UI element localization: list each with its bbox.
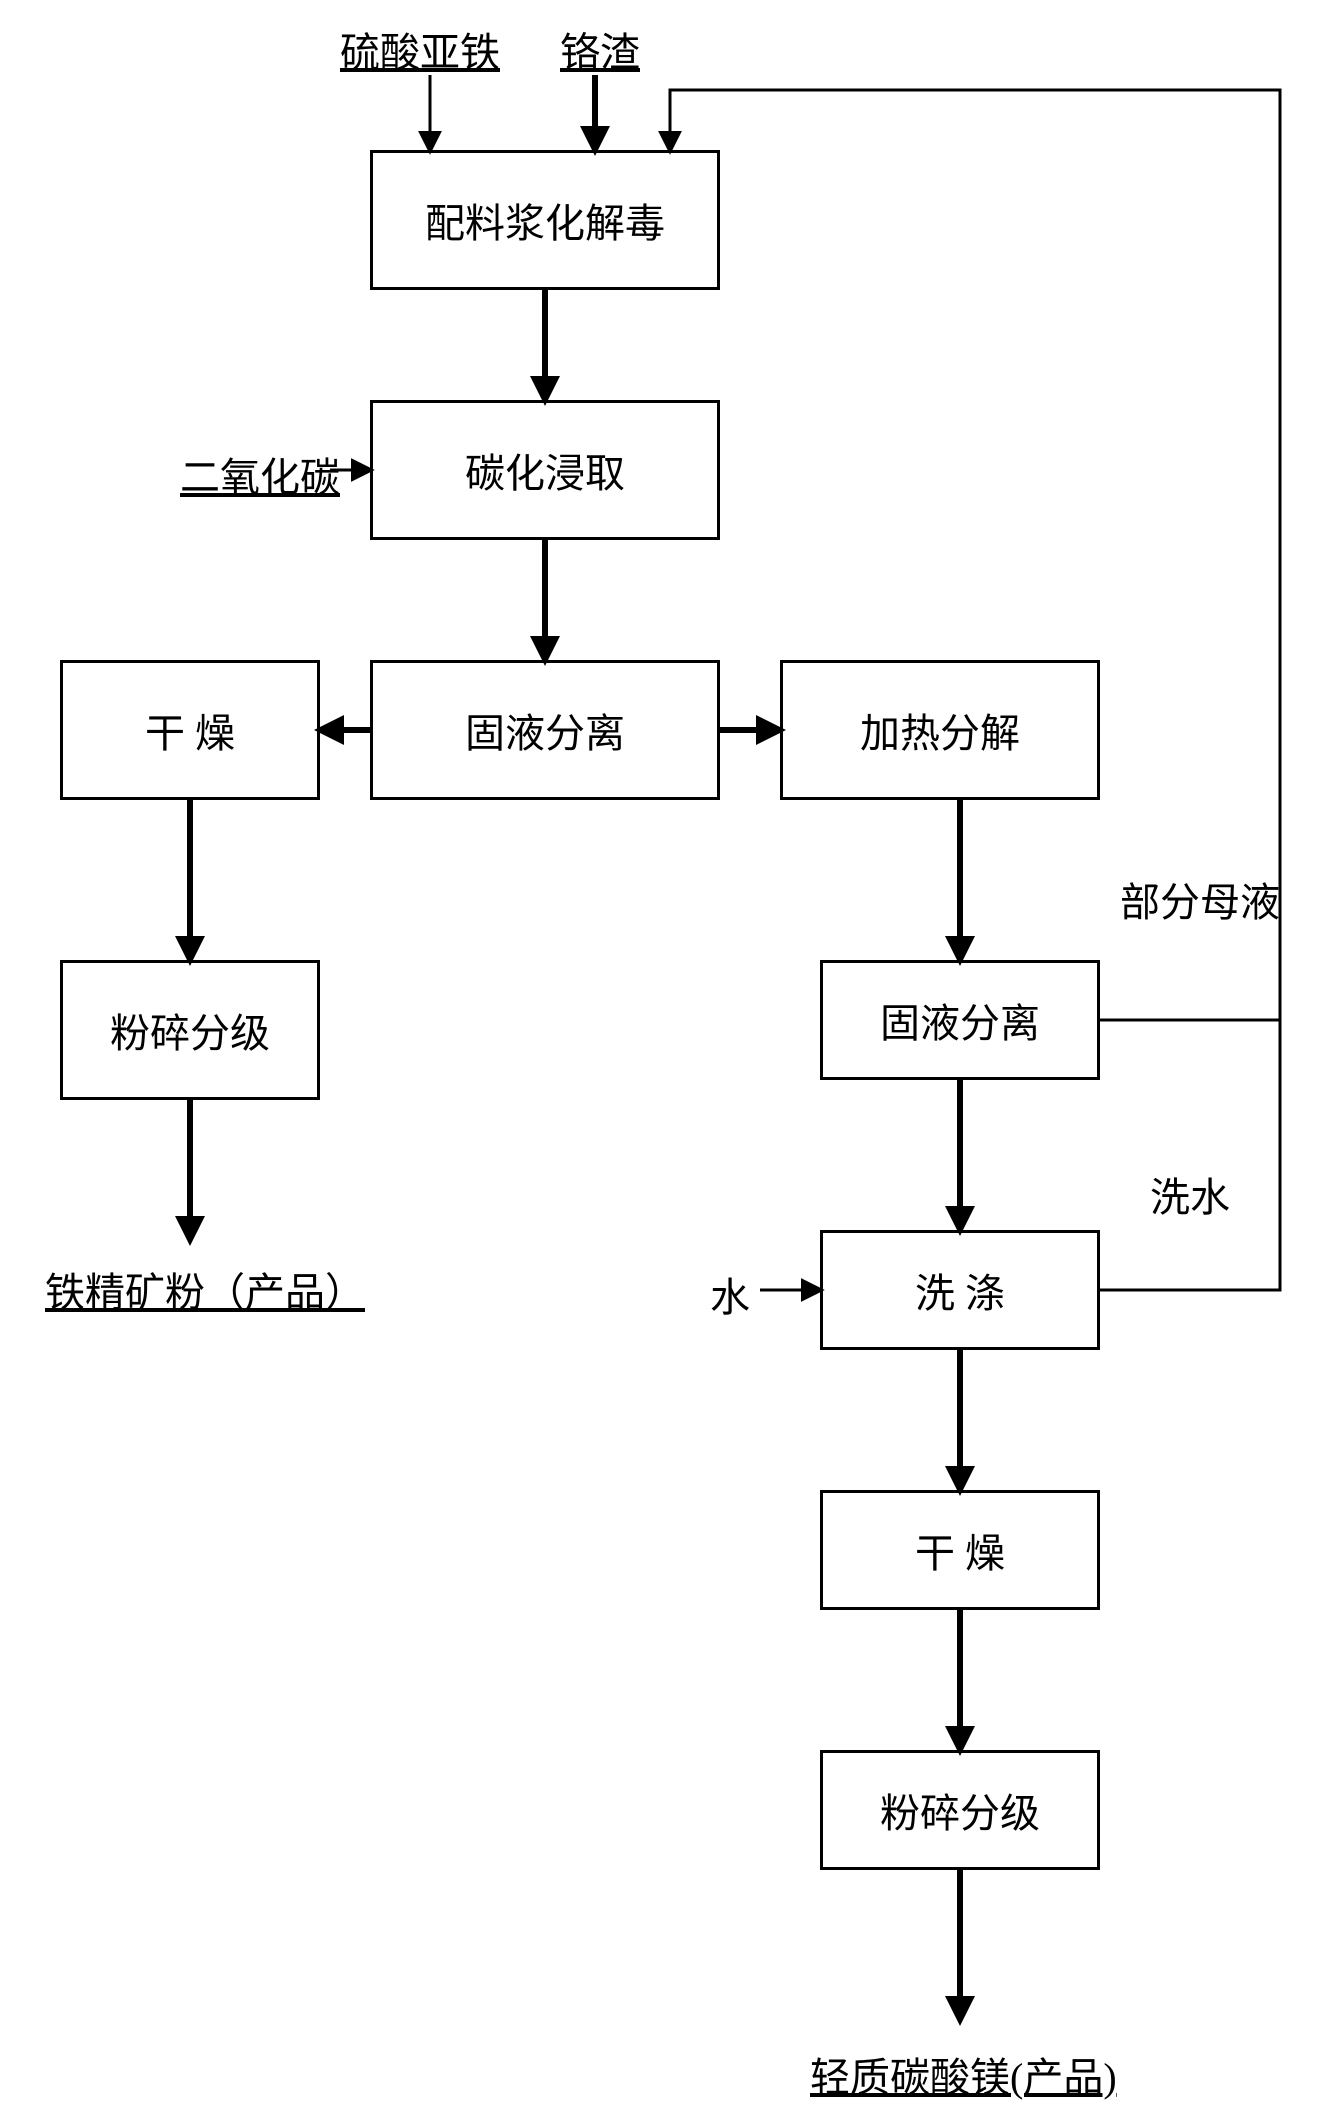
output-iron-powder: 铁精矿粉（产品） bbox=[45, 1260, 365, 1318]
flowchart-canvas: 硫酸亚铁 铬渣 二氧化碳 水 配料浆化解毒 碳化浸取 固液分离 干 燥 粉碎分级… bbox=[0, 0, 1341, 2119]
input-water: 水 bbox=[710, 1265, 750, 1323]
node-heat: 加热分解 bbox=[780, 660, 1100, 800]
node-label: 洗 涤 bbox=[915, 1261, 1005, 1319]
node-dry-right: 干 燥 bbox=[820, 1490, 1100, 1610]
node-label: 干 燥 bbox=[145, 701, 235, 759]
input-ferrous-sulfate: 硫酸亚铁 bbox=[340, 20, 500, 78]
node-sep2: 固液分离 bbox=[820, 960, 1100, 1080]
node-label: 粉碎分级 bbox=[110, 1001, 270, 1059]
node-dry-left: 干 燥 bbox=[60, 660, 320, 800]
node-label: 固液分离 bbox=[465, 701, 625, 759]
input-chromium-slag: 铬渣 bbox=[560, 20, 640, 78]
input-co2: 二氧化碳 bbox=[180, 445, 340, 503]
node-sep1: 固液分离 bbox=[370, 660, 720, 800]
node-label: 干 燥 bbox=[915, 1521, 1005, 1579]
node-crush-left: 粉碎分级 bbox=[60, 960, 320, 1100]
label-wash-water: 洗水 bbox=[1150, 1165, 1230, 1223]
polyline-wash_to_recycle bbox=[1100, 1020, 1280, 1290]
label-mother-liquor: 部分母液 bbox=[1120, 870, 1280, 928]
node-crush-right: 粉碎分级 bbox=[820, 1750, 1100, 1870]
node-wash: 洗 涤 bbox=[820, 1230, 1100, 1350]
output-mgco3: 轻质碳酸镁(产品) bbox=[810, 2045, 1117, 2103]
node-label: 加热分解 bbox=[860, 701, 1020, 759]
node-carbonize: 碳化浸取 bbox=[370, 400, 720, 540]
node-label: 碳化浸取 bbox=[465, 441, 625, 499]
node-label: 粉碎分级 bbox=[880, 1781, 1040, 1839]
node-label: 配料浆化解毒 bbox=[425, 191, 665, 249]
node-detox: 配料浆化解毒 bbox=[370, 150, 720, 290]
node-label: 固液分离 bbox=[880, 991, 1040, 1049]
